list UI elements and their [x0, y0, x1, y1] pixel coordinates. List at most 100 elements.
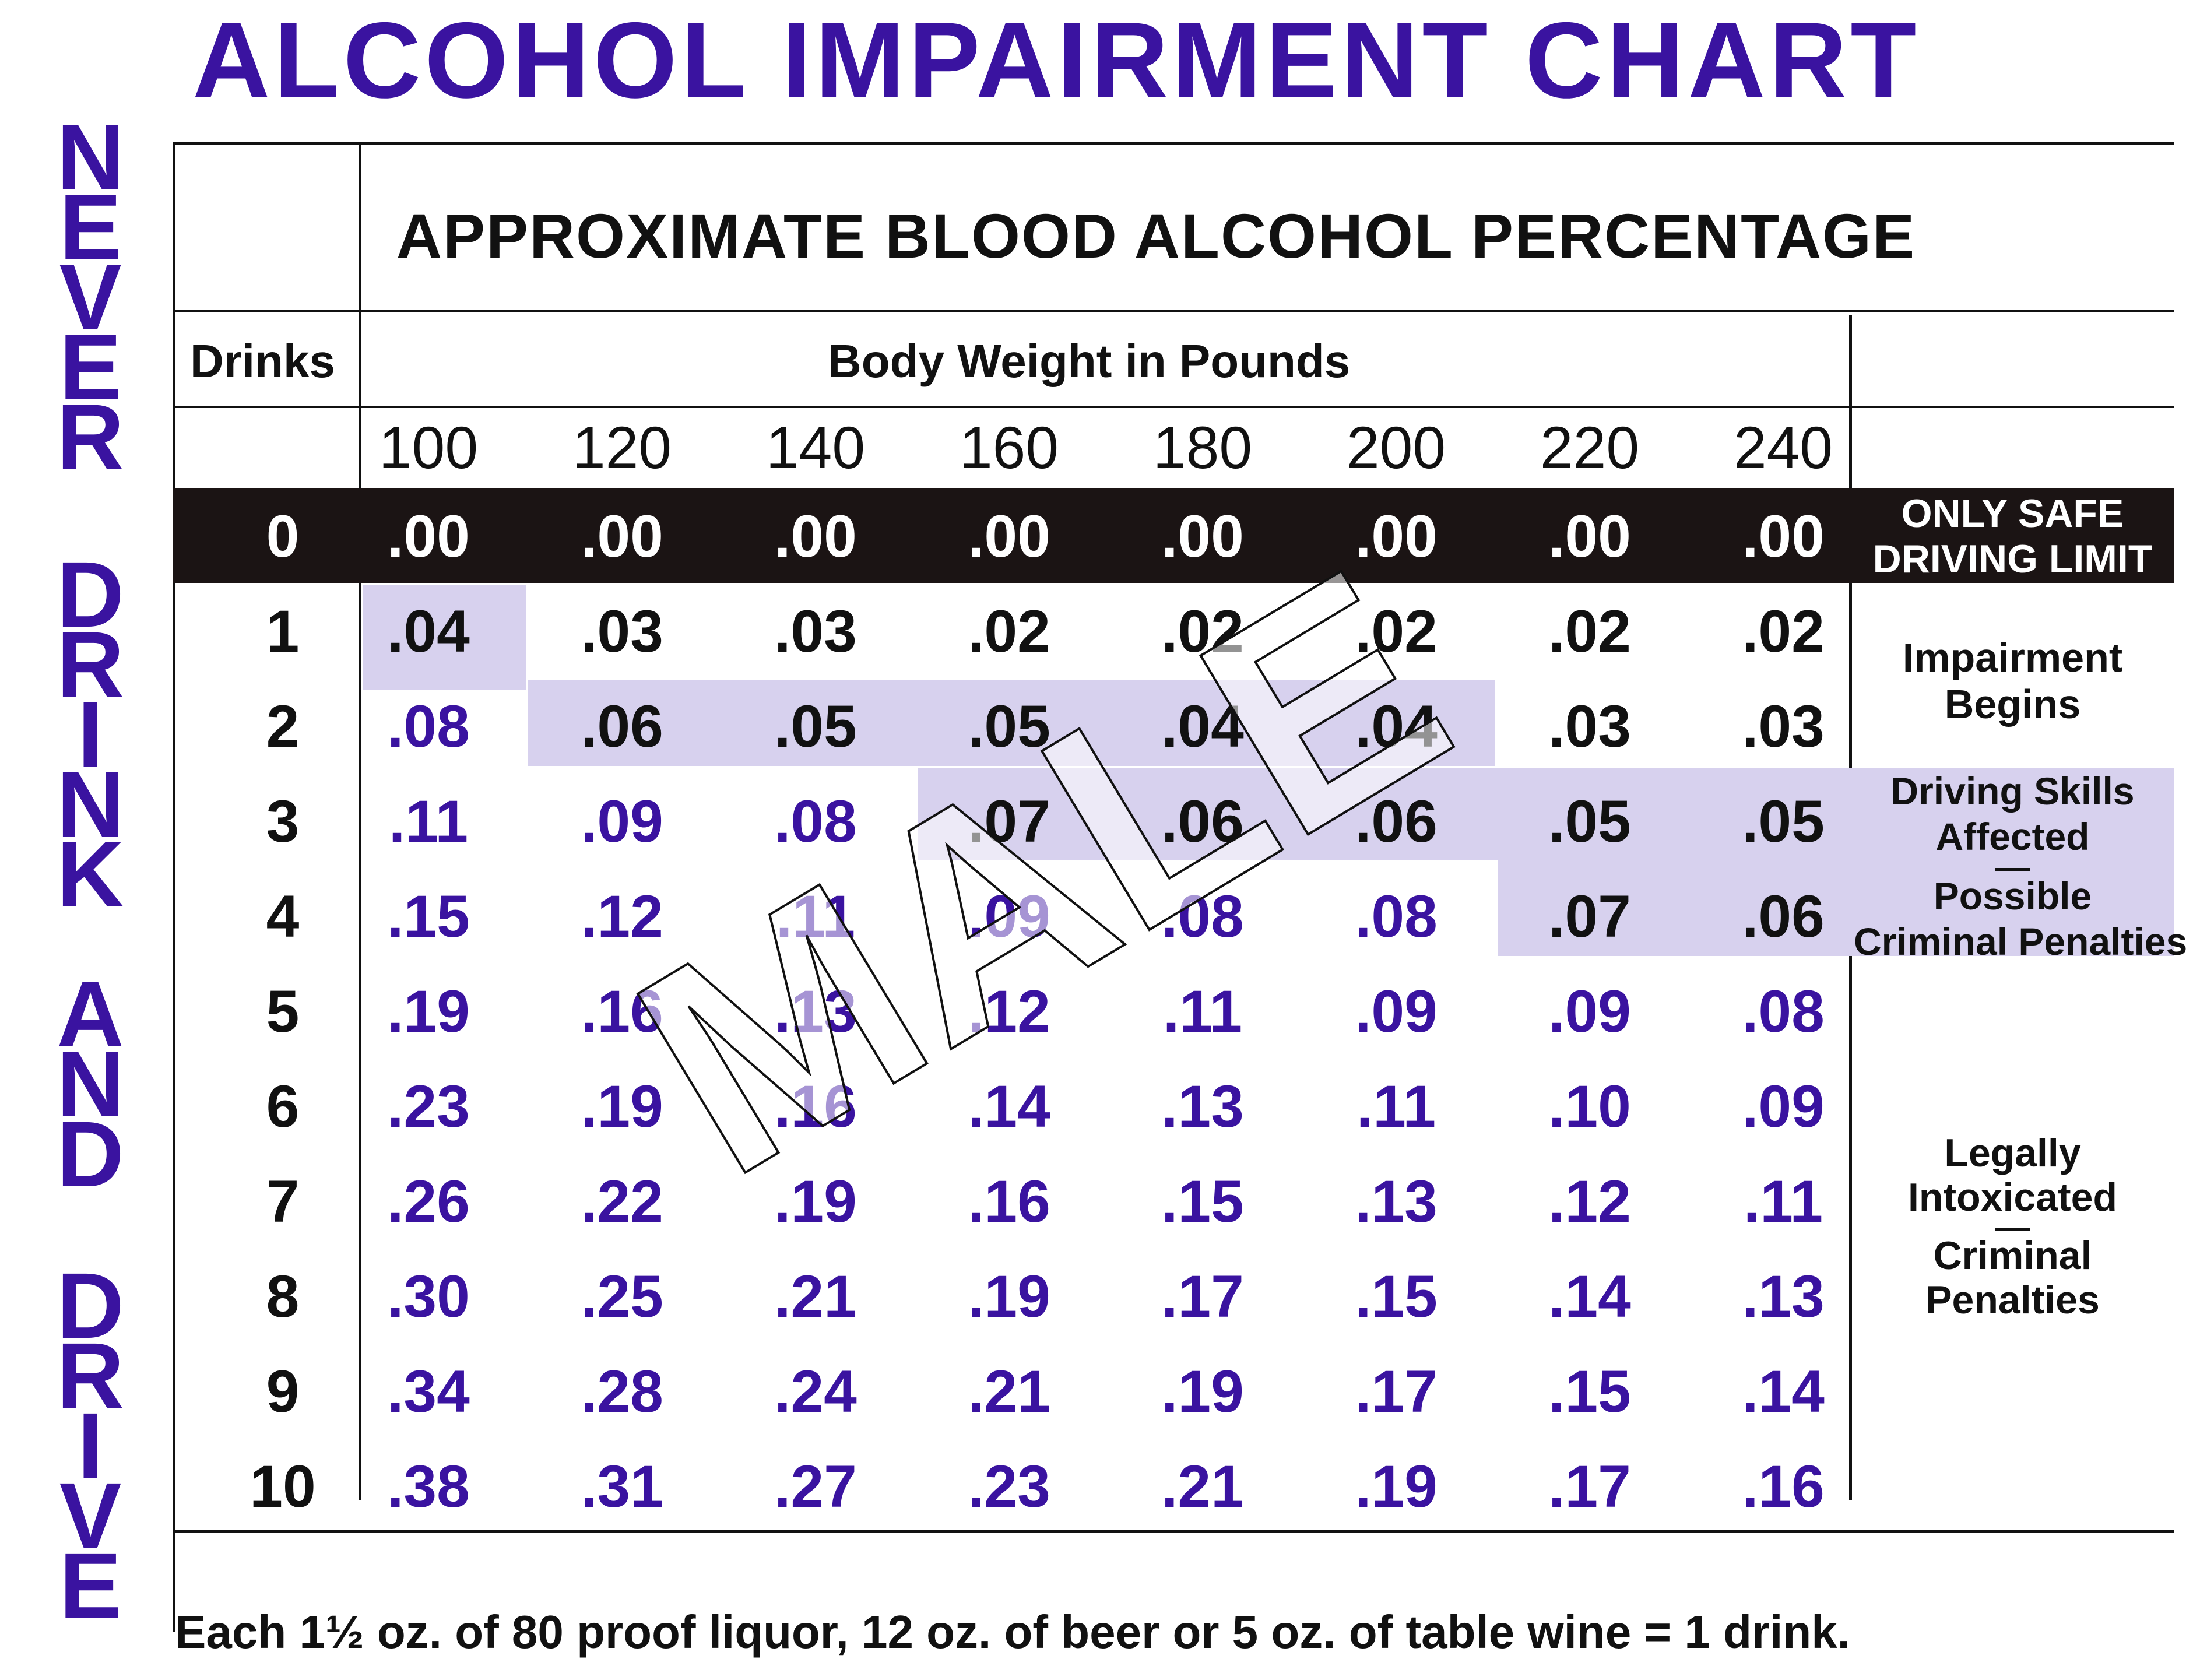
bac-value-cell: .13	[774, 978, 857, 1045]
zone-label-line: Criminal Penalties	[1854, 920, 2188, 963]
side-letter: V	[59, 1463, 122, 1567]
drinks-count: 6	[266, 1073, 300, 1140]
side-letter: R	[57, 1323, 124, 1428]
bac-value-cell: .17	[1161, 1263, 1244, 1330]
bac-value-cell: .08	[1742, 978, 1825, 1045]
table-heading: APPROXIMATE BLOOD ALCOHOL PERCENTAGE	[396, 201, 1916, 271]
bac-value-cell: .38	[387, 1453, 470, 1520]
side-letter: I	[77, 682, 104, 786]
weight-column-header: 180	[1152, 414, 1253, 481]
bac-value-cell: .00	[1161, 503, 1244, 570]
zone-label-line: Criminal	[1933, 1233, 2092, 1278]
bac-value-cell: .30	[387, 1263, 470, 1330]
drinks-count: 9	[266, 1358, 300, 1425]
bac-value-cell: .25	[581, 1263, 663, 1330]
bac-value-cell: .15	[387, 883, 470, 950]
drinks-count: 10	[249, 1453, 316, 1520]
drinks-count: 5	[266, 978, 300, 1045]
bac-value-cell: .00	[774, 503, 857, 570]
side-letter: E	[59, 315, 122, 419]
zone-divider	[1854, 859, 2171, 873]
bac-value-cell: .00	[387, 503, 470, 570]
bac-value-cell: .14	[1548, 1263, 1631, 1330]
rule-under-heading	[173, 310, 2174, 312]
watermark-text: MALE	[587, 506, 1498, 1239]
rule-under-weight-label	[173, 406, 2174, 408]
highlight-cell	[363, 585, 526, 690]
side-letter: R	[57, 385, 124, 489]
zone-label-line: Possible	[1933, 874, 2092, 918]
bac-value-cell: .04	[1161, 693, 1244, 760]
zone-label-line: Penalties	[1925, 1278, 2100, 1322]
bac-value-cell: .07	[968, 788, 1050, 855]
bac-value-cell: .08	[774, 788, 857, 855]
bac-value-cell: .03	[581, 598, 663, 665]
bac-value-cell: .16	[968, 1168, 1050, 1235]
bac-value-cell: .03	[774, 598, 857, 665]
bac-value-cell: .05	[968, 693, 1050, 760]
bac-value-cell: .23	[387, 1073, 470, 1140]
bac-value-cell: .02	[1161, 598, 1244, 665]
body-weight-label: Body Weight in Pounds	[828, 335, 1351, 387]
bac-value-cell: .04	[387, 598, 470, 665]
bac-value-cell: .23	[968, 1453, 1050, 1520]
dash-mark	[1995, 868, 2030, 871]
drinks-count: 1	[266, 598, 300, 665]
bac-value-cell: .19	[1355, 1453, 1438, 1520]
dash-mark	[1995, 1228, 2030, 1231]
zone-label-line: Intoxicated	[1908, 1175, 2117, 1219]
bac-value-cell: .11	[388, 788, 469, 855]
weight-column-header: 120	[572, 414, 672, 481]
bac-value-cell: .14	[968, 1073, 1050, 1140]
drinks-count: 2	[266, 693, 300, 760]
bac-value-cell: .15	[1161, 1168, 1244, 1235]
bac-value-cell: .00	[1548, 503, 1631, 570]
highlight-cell	[1498, 768, 2174, 860]
bac-value-cell: .05	[1548, 788, 1631, 855]
drinks-count: 7	[266, 1168, 300, 1235]
weight-column-header: 160	[959, 414, 1059, 481]
zone-label-line: Driving Skills	[1890, 769, 2135, 813]
bac-value-cell: .00	[1355, 503, 1438, 570]
zone-label: Legally Intoxicated Criminal Penalties	[1854, 1131, 2171, 1322]
side-letter: E	[59, 175, 122, 279]
bac-value-cell: .00	[968, 503, 1050, 570]
bac-value-cell: .19	[774, 1168, 857, 1235]
highlight-cell	[918, 768, 1498, 860]
rule-bottom	[173, 1530, 2174, 1533]
zone-label-line: DRIVING LIMIT	[1872, 537, 2153, 581]
rule-top	[173, 142, 2174, 145]
side-letter: I	[77, 1393, 104, 1498]
zone-label: ONLY SAFE DRIVING LIMIT	[1854, 491, 2171, 582]
side-letter: N	[57, 105, 124, 209]
side-letter: V	[59, 245, 122, 349]
zone-divider	[1854, 1219, 2171, 1233]
bac-value-cell: .06	[1161, 788, 1244, 855]
side-letter: N	[57, 752, 124, 856]
bac-value-cell: .12	[1548, 1168, 1631, 1235]
bac-value-cell: .08	[387, 693, 470, 760]
bac-value-cell: .19	[968, 1263, 1050, 1330]
bac-value-cell: .09	[581, 788, 663, 855]
side-letter: E	[59, 1533, 122, 1637]
highlight-cell	[528, 680, 1495, 766]
bac-value-cell: .03	[1548, 693, 1631, 760]
drinks-count: 3	[266, 788, 300, 855]
bac-value-cell: .21	[968, 1358, 1050, 1425]
drinks-header: Drinks	[190, 335, 335, 387]
rule-left	[173, 142, 175, 1632]
zone-label-line: Affected	[1935, 815, 2090, 858]
bac-value-cell: .17	[1548, 1453, 1631, 1520]
weight-column-header: 100	[378, 414, 479, 481]
bac-value-cell: .34	[387, 1358, 470, 1425]
weight-column-header: 200	[1346, 414, 1446, 481]
bac-value-cell: .13	[1161, 1073, 1244, 1140]
bac-value-cell: .02	[1355, 598, 1438, 665]
safe-limit-band	[173, 488, 2174, 583]
bac-value-cell: .13	[1742, 1263, 1825, 1330]
bac-value-cell: .26	[387, 1168, 470, 1235]
